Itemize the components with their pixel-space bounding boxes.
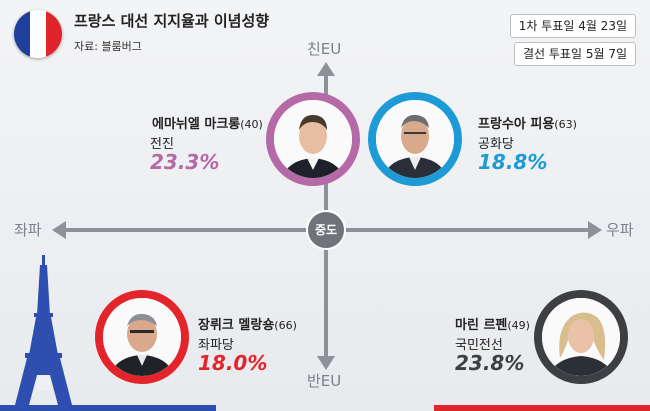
axis-label-left-wing: 좌파 xyxy=(14,221,42,239)
macron-portrait xyxy=(266,92,360,186)
source-note: 자료: 블룸버그 xyxy=(74,40,142,53)
france-flag-icon xyxy=(14,10,62,58)
center-badge: 중도 xyxy=(306,210,346,250)
lepen-percentage: 23.8% xyxy=(455,351,525,375)
fillon-name: 프랑수아 피용(63) xyxy=(478,117,577,132)
eiffel-tower-icon xyxy=(15,255,72,405)
right-arrow-icon xyxy=(588,221,602,239)
page-title: 프랑스 대선 지지율과 이념성향 xyxy=(74,12,270,30)
fillon-percentage: 18.8% xyxy=(478,150,548,174)
blue-bottom-bar xyxy=(0,405,216,411)
axis-label-right-wing: 우파 xyxy=(606,221,634,239)
macron-percentage: 23.3% xyxy=(150,150,220,174)
red-bottom-bar xyxy=(434,405,650,411)
axis-label-anti-eu: 반EU xyxy=(307,372,342,390)
down-arrow-icon xyxy=(317,356,335,370)
melenchon-percentage: 18.0% xyxy=(198,351,268,375)
first-round-date: 1차 투표일 4월 23일 xyxy=(509,14,636,38)
melenchon-portrait xyxy=(95,290,189,384)
fillon-portrait xyxy=(368,92,462,186)
up-arrow-icon xyxy=(317,62,335,76)
left-arrow-icon xyxy=(52,221,66,239)
melenchon-party: 좌파당 xyxy=(198,338,234,353)
melenchon-name: 장뤼크 멜랑숑(66) xyxy=(198,318,297,333)
runoff-date: 결선 투표일 5월 7일 xyxy=(514,42,636,66)
fillon-party: 공화당 xyxy=(478,137,514,152)
macron-name: 에마뉘엘 마크롱(40) xyxy=(152,117,263,132)
macron-party: 전진 xyxy=(150,137,174,152)
lepen-name: 마린 르펜(49) xyxy=(455,318,530,333)
lepen-portrait xyxy=(534,290,628,384)
axis-label-pro-eu: 친EU xyxy=(307,40,342,58)
lepen-party: 국민전선 xyxy=(455,338,503,353)
